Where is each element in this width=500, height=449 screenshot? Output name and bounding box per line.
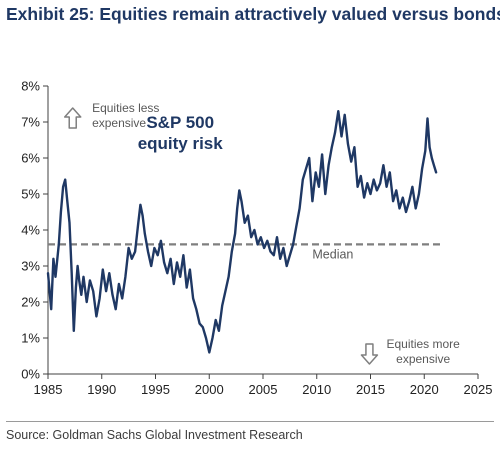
x-tick-label: 1995: [141, 382, 170, 397]
y-tick-label: 6%: [21, 151, 40, 166]
more-expensive-label: expensive: [396, 352, 450, 366]
x-tick-label: 2015: [356, 382, 385, 397]
y-tick-label: 2%: [21, 295, 40, 310]
x-tick-label: 2010: [302, 382, 331, 397]
source-note: Source: Goldman Sachs Global Investment …: [6, 428, 303, 442]
more-expensive-label: Equities more: [386, 337, 460, 351]
y-tick-label: 8%: [21, 79, 40, 94]
x-tick-label: 2000: [195, 382, 224, 397]
series-group: [46, 110, 438, 354]
x-tick-label: 2020: [410, 382, 439, 397]
down-arrow-icon: [360, 343, 379, 365]
y-tick-label: 4%: [21, 223, 40, 238]
x-tick-label: 2005: [249, 382, 278, 397]
y-tick-label: 1%: [21, 331, 40, 346]
up-arrow-icon: [63, 107, 82, 129]
chart-title-line: S&P 500: [146, 113, 214, 132]
median-group: Median: [48, 243, 444, 261]
x-tick-label: 1990: [87, 382, 116, 397]
equity-risk-series-line: [46, 110, 438, 354]
less-expensive-label: Equities less: [92, 101, 159, 115]
chart-title-line: equity risk: [138, 134, 224, 153]
exhibit-title: Exhibit 25: Equities remain attractively…: [6, 4, 500, 24]
y-tick-label: 0%: [21, 367, 40, 382]
x-tick-label: 1985: [34, 382, 63, 397]
y-tick-label: 3%: [21, 259, 40, 274]
x-axis: 1985 1990 1995 2000 2005 2010 2015 2020 2025: [34, 373, 493, 397]
y-axis: 0% 1% 2% 3% 4% 5% 6% 7% 8%: [21, 79, 49, 382]
x-tick-label: 2025: [464, 382, 493, 397]
y-tick-label: 7%: [21, 115, 40, 130]
equity-risk-chart: 0% 1% 2% 3% 4% 5% 6% 7% 8% 1985 1990 1995 2000 2005 2…: [21, 79, 493, 398]
less-expensive-label: expensive: [92, 116, 146, 130]
y-tick-label: 5%: [21, 187, 40, 202]
median-label: Median: [312, 247, 353, 261]
footer-divider: [6, 421, 494, 422]
